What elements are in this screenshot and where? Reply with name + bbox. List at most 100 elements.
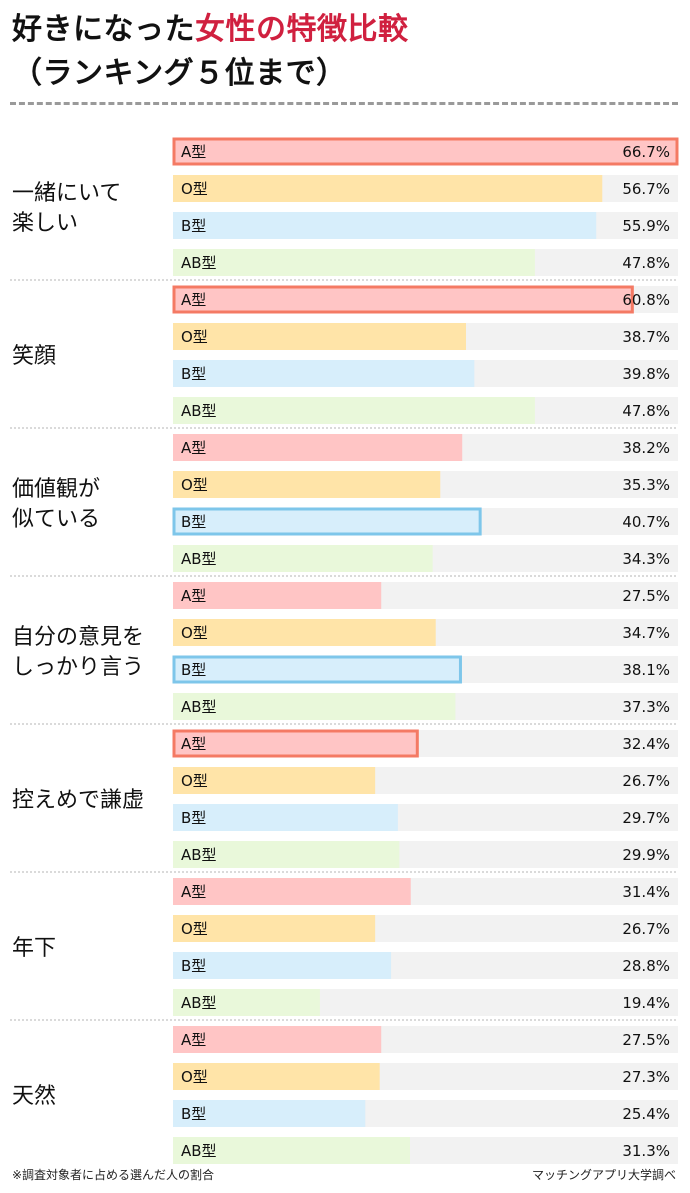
- title-line-1: 好きになった女性の特徴比較: [12, 8, 409, 52]
- bar-highlighted: [172, 655, 462, 684]
- series-label: B型: [181, 513, 206, 531]
- value-label: 25.4%: [622, 1105, 670, 1123]
- category-label: 似ている: [12, 507, 100, 532]
- series-label: A型: [181, 587, 206, 605]
- series-label: B型: [181, 957, 206, 975]
- value-label: 19.4%: [622, 994, 670, 1012]
- category-label: 笑顔: [12, 344, 56, 369]
- bar: [173, 360, 475, 387]
- value-label: 35.3%: [622, 476, 670, 494]
- series-label: AB型: [181, 550, 217, 568]
- series-label: A型: [181, 883, 206, 901]
- category-label: 楽しい: [12, 211, 78, 236]
- value-label: 34.7%: [622, 624, 670, 642]
- category-label: しっかり言う: [12, 655, 144, 680]
- value-label: 38.1%: [622, 661, 670, 679]
- value-label: 26.7%: [622, 920, 670, 938]
- bar-highlighted: [172, 137, 679, 166]
- bar: [173, 1026, 382, 1053]
- value-label: 66.7%: [622, 143, 670, 161]
- value-label: 38.2%: [622, 439, 670, 457]
- series-label: A型: [181, 143, 206, 161]
- value-label: 56.7%: [622, 180, 670, 198]
- value-label: 60.8%: [622, 291, 670, 309]
- bar-highlighted: [172, 729, 419, 758]
- bar: [173, 471, 441, 498]
- series-label: B型: [181, 661, 206, 679]
- series-label: AB型: [181, 254, 217, 272]
- value-label: 27.3%: [622, 1068, 670, 1086]
- value-label: 40.7%: [622, 513, 670, 531]
- bar: [173, 915, 376, 942]
- chart-subtitle: （ランキング５位まで）: [12, 56, 347, 91]
- bar-highlighted: [172, 285, 634, 314]
- bar: [173, 434, 463, 461]
- series-label: O型: [181, 328, 208, 346]
- bar: [173, 619, 436, 646]
- bar: [173, 212, 597, 239]
- footer-note: ※調査対象者に占める選んだ人の割合: [12, 1168, 215, 1182]
- value-label: 29.7%: [622, 809, 670, 827]
- bar: [173, 582, 382, 609]
- bar: [173, 1137, 410, 1164]
- series-label: O型: [181, 180, 208, 198]
- value-label: 39.8%: [622, 365, 670, 383]
- bar: [173, 952, 392, 979]
- series-label: AB型: [181, 1142, 217, 1160]
- series-label: O型: [181, 772, 208, 790]
- series-label: O型: [181, 920, 208, 938]
- series-label: O型: [181, 476, 208, 494]
- category-label: 一緒にいて: [12, 181, 121, 206]
- footer-source: マッチングアプリ大学調べ: [531, 1168, 676, 1182]
- bar: [173, 804, 398, 831]
- title-divider: [10, 102, 678, 105]
- bar: [173, 249, 535, 276]
- series-label: O型: [181, 624, 208, 642]
- bar: [173, 1100, 366, 1127]
- series-label: A型: [181, 291, 206, 309]
- series-label: B型: [181, 365, 206, 383]
- value-label: 29.9%: [622, 846, 670, 864]
- category-label: 年下: [12, 936, 56, 961]
- series-label: B型: [181, 809, 206, 827]
- series-label: AB型: [181, 698, 217, 716]
- value-label: 27.5%: [622, 1031, 670, 1049]
- value-label: 31.3%: [622, 1142, 670, 1160]
- value-label: 37.3%: [622, 698, 670, 716]
- chart-title: 好きになった女性の特徴比較 （ランキング５位まで）: [12, 8, 409, 96]
- series-label: AB型: [181, 994, 217, 1012]
- series-label: B型: [181, 217, 206, 235]
- series-label: O型: [181, 1068, 208, 1086]
- bar: [173, 1063, 380, 1090]
- value-label: 32.4%: [622, 735, 670, 753]
- value-label: 47.8%: [622, 402, 670, 420]
- bar: [173, 397, 535, 424]
- series-label: B型: [181, 1105, 206, 1123]
- value-label: 27.5%: [622, 587, 670, 605]
- category-label: 控えめで謙虚: [12, 788, 144, 813]
- value-label: 38.7%: [622, 328, 670, 346]
- value-label: 47.8%: [622, 254, 670, 272]
- bar: [173, 175, 603, 202]
- category-label: 価値観が: [12, 477, 100, 502]
- bar: [173, 323, 467, 350]
- title-prefix: 好きになった: [12, 12, 195, 47]
- category-label: 天然: [12, 1084, 56, 1109]
- series-label: A型: [181, 1031, 206, 1049]
- value-label: 26.7%: [622, 772, 670, 790]
- series-label: AB型: [181, 846, 217, 864]
- value-label: 28.8%: [622, 957, 670, 975]
- bar: [173, 693, 456, 720]
- value-label: 31.4%: [622, 883, 670, 901]
- value-label: 55.9%: [622, 217, 670, 235]
- bar: [173, 878, 411, 905]
- bar: [173, 841, 400, 868]
- series-label: A型: [181, 735, 206, 753]
- value-label: 34.3%: [622, 550, 670, 568]
- category-label: 自分の意見を: [12, 625, 144, 650]
- bar: [173, 767, 376, 794]
- bar-highlighted: [172, 507, 482, 536]
- title-accent: 女性の特徴比較: [195, 12, 409, 47]
- series-label: A型: [181, 439, 206, 457]
